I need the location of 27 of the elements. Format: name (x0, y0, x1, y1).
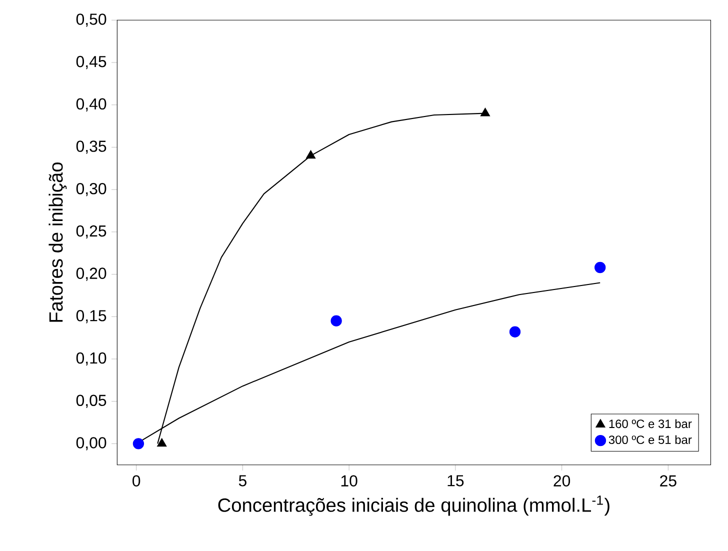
x-tick-label: 25 (660, 475, 676, 486)
x-tick-label: 20 (554, 475, 570, 486)
point (330, 315, 342, 326)
y-tick-label: 0,30 (76, 182, 106, 196)
point (306, 150, 316, 158)
point (509, 326, 521, 338)
y-axis-title: Fatores de inibição (48, 162, 67, 322)
legend-label: 300 ºC e 51 bar (608, 435, 692, 444)
x-tick-label: 10 (341, 475, 358, 486)
x-tick-label: 0 (132, 475, 140, 486)
x-tick-label: 5 (238, 475, 246, 486)
y-tick-label: 0,00 (76, 436, 106, 450)
y-tick-label: 0,50 (76, 13, 106, 27)
y-tick-label: 0,40 (76, 98, 106, 112)
y-tick-label: 0,45 (76, 56, 106, 69)
point (480, 108, 490, 116)
x-axis-title: Concentrações iniciais de quinolina (mmol.L$^{-1}$) (218, 495, 610, 516)
y-tick-label: 0,10 (76, 352, 106, 366)
y-tick-label: 0,20 (76, 268, 106, 281)
point (594, 262, 606, 273)
y-tick-label: 0,25 (76, 225, 106, 238)
y-tick-label: 0,05 (76, 394, 106, 408)
y-tick-label: 0,15 (76, 310, 106, 324)
legend-label: 160 ºC e 31 bar (609, 419, 692, 428)
point (132, 438, 144, 450)
x-tick-label: 15 (448, 475, 464, 486)
y-tick-label: 0,35 (76, 140, 106, 154)
